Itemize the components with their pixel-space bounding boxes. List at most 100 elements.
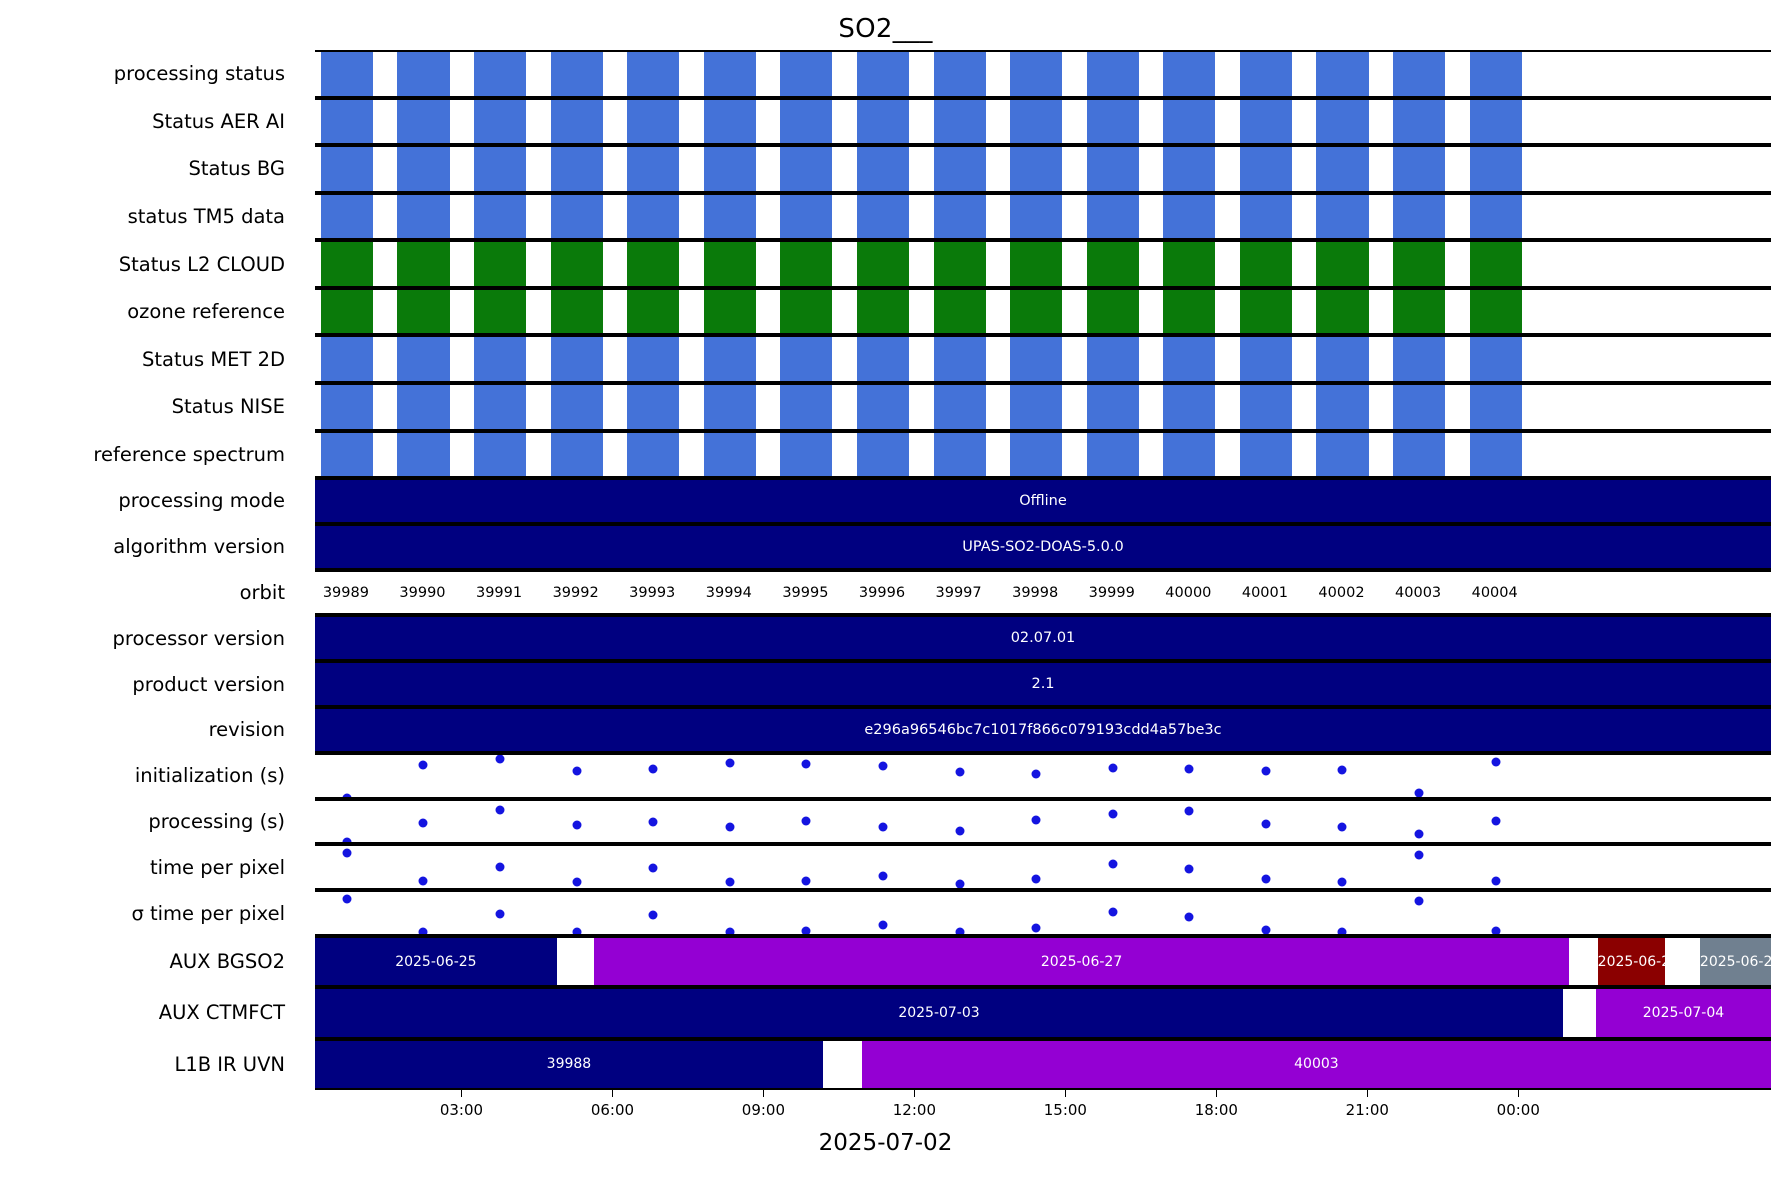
status-cell xyxy=(1469,194,1522,239)
data-point xyxy=(495,862,505,872)
orbit-number: 40002 xyxy=(1318,584,1365,601)
status-cell xyxy=(397,289,450,334)
status-cell xyxy=(1469,289,1522,334)
status-cell xyxy=(1086,52,1139,96)
status-cell xyxy=(1086,194,1139,239)
data-point xyxy=(801,816,811,826)
interval-gap xyxy=(1665,937,1700,986)
status-cell xyxy=(473,384,527,429)
data-point xyxy=(955,927,965,934)
status-cell xyxy=(397,242,450,286)
status-cell xyxy=(780,242,833,286)
status-cell xyxy=(320,337,373,381)
value-row-product-version: 2.1 xyxy=(315,661,1771,707)
status-cell xyxy=(1393,194,1446,239)
status-cell xyxy=(1086,147,1139,191)
interval-segment-label: 2025-07-04 xyxy=(1642,1004,1725,1021)
status-cell xyxy=(550,99,603,144)
data-point xyxy=(878,920,888,930)
status-cell xyxy=(1010,147,1063,191)
status-cell xyxy=(856,99,910,144)
x-axis-tick xyxy=(763,1090,765,1097)
value-row-revision: e296a96546bc7c1017f866c079193cdd4a57be3c xyxy=(315,707,1771,753)
scatter-row-time-per-pixel xyxy=(315,844,1771,891)
value-row-text: e296a96546bc7c1017f866c079193cdd4a57be3c xyxy=(864,721,1222,738)
x-axis: 03:00 06:00 09:00 12:00 15:00 18:00 21:00 00:00 xyxy=(315,1090,1771,1150)
data-point xyxy=(1261,766,1271,776)
status-cell xyxy=(1469,242,1522,286)
x-axis-tick xyxy=(1065,1090,1067,1097)
status-cell xyxy=(703,147,756,191)
status-row-status-bg xyxy=(315,145,1771,193)
data-point xyxy=(1108,907,1118,917)
status-cell xyxy=(473,337,527,381)
interval-segment-label: 2025-06-25 xyxy=(395,953,477,970)
status-cell xyxy=(397,52,450,96)
value-row-text: UPAS-SO2-DOAS-5.0.0 xyxy=(962,538,1124,555)
status-cell xyxy=(856,289,910,334)
status-cell xyxy=(856,52,910,96)
status-cell xyxy=(550,337,603,381)
data-point xyxy=(572,877,582,887)
data-point xyxy=(1108,809,1118,819)
data-point xyxy=(1491,876,1501,886)
status-cell xyxy=(703,52,756,96)
status-cell xyxy=(1163,99,1216,144)
status-cell xyxy=(1010,194,1063,239)
status-cell xyxy=(320,99,373,144)
data-point xyxy=(1337,877,1347,887)
status-cell xyxy=(856,337,910,381)
status-cell xyxy=(933,432,986,477)
data-point xyxy=(648,764,658,774)
status-cell xyxy=(1316,194,1369,239)
status-cell xyxy=(473,194,527,239)
data-point xyxy=(648,910,658,920)
status-cell xyxy=(1469,337,1522,381)
data-point xyxy=(878,871,888,881)
status-cell xyxy=(1316,337,1369,381)
status-cell xyxy=(320,432,373,477)
data-point xyxy=(1414,896,1424,906)
status-cell xyxy=(703,432,756,477)
status-cell xyxy=(397,147,450,191)
status-cell xyxy=(780,384,833,429)
interval-gap xyxy=(1569,937,1598,986)
status-cell xyxy=(1086,242,1139,286)
status-cell xyxy=(933,289,986,334)
interval-segment-label: 2025-07-03 xyxy=(898,1004,980,1021)
row-label-l1b-ir-uvn: L1B IR UVN xyxy=(174,1052,285,1076)
status-cell xyxy=(397,194,450,239)
x-axis-tick xyxy=(914,1090,916,1097)
interval-segment-label: 2025-06-27 xyxy=(1597,953,1666,970)
row-label-status-met-2d: Status MET 2D xyxy=(141,347,285,371)
x-axis-label: 2025-07-02 xyxy=(818,1130,953,1156)
data-point xyxy=(495,805,505,815)
value-row-text: 2.1 xyxy=(1031,676,1055,693)
status-cell xyxy=(933,52,986,96)
row-label-ozone-reference: ozone reference xyxy=(127,300,285,324)
status-cell xyxy=(1393,99,1446,144)
row-label-aux-ctmfct: AUX CTMFCT xyxy=(158,1001,285,1025)
status-cell xyxy=(473,147,527,191)
status-cell xyxy=(1010,52,1063,96)
interval-gap xyxy=(1563,989,1596,1037)
status-row-status-l2-cloud xyxy=(315,240,1771,288)
row-label-status-tm5-data: status TM5 data xyxy=(127,204,285,228)
interval-row-aux-ctmfct: 2025-07-03 2025-07-04 xyxy=(315,987,1771,1039)
status-cell xyxy=(550,242,603,286)
scatter-row-processing-s xyxy=(315,798,1771,845)
status-cell xyxy=(550,147,603,191)
data-point xyxy=(725,758,735,768)
data-point xyxy=(342,848,352,858)
status-cell xyxy=(1393,289,1446,334)
status-cell xyxy=(550,384,603,429)
status-cell xyxy=(397,432,450,477)
status-cell xyxy=(933,99,986,144)
orbit-number: 39989 xyxy=(322,584,369,601)
data-point xyxy=(1337,927,1347,934)
status-cell xyxy=(933,384,986,429)
data-point xyxy=(1261,925,1271,934)
status-row-status-aer-ai xyxy=(315,97,1771,146)
status-cell xyxy=(550,194,603,239)
